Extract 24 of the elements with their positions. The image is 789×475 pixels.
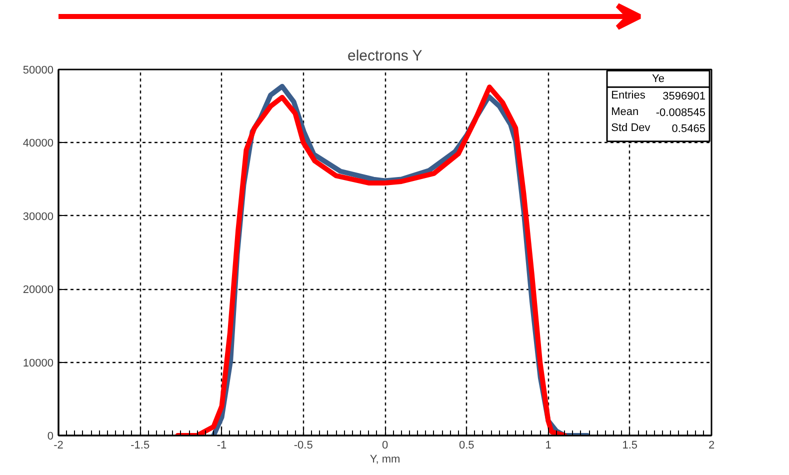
x-tick-label: 1 bbox=[545, 440, 552, 452]
annotation: Std Dev bbox=[611, 122, 651, 134]
annotation: -0.008545 bbox=[656, 106, 706, 119]
annotation: 3596901 bbox=[662, 90, 706, 102]
x-axis-title: Y, mm bbox=[370, 454, 400, 466]
chart-title: electrons Y bbox=[347, 48, 422, 64]
x-tick-label: 1.5 bbox=[622, 440, 638, 452]
annotation: Mean bbox=[611, 106, 639, 118]
x-tick-label: 2 bbox=[708, 440, 715, 452]
y-tick-label: 50000 bbox=[22, 64, 54, 76]
y-tick-label: 40000 bbox=[22, 138, 54, 150]
annotation: Entries bbox=[611, 89, 646, 102]
x-tick-label: -1 bbox=[216, 440, 227, 452]
y-tick-label: 30000 bbox=[22, 210, 54, 223]
x-tick-label: 0.5 bbox=[458, 440, 474, 452]
annotation: Ye bbox=[652, 72, 665, 85]
annotation: 0.5465 bbox=[672, 123, 706, 136]
x-tick-label: -2 bbox=[54, 440, 64, 452]
y-tick-label: 20000 bbox=[22, 284, 54, 296]
y-tick-label: 10000 bbox=[22, 357, 54, 370]
y-tick-label: 0 bbox=[47, 430, 54, 442]
x-tick-label: -0.5 bbox=[294, 440, 313, 452]
x-tick-label: -1.5 bbox=[130, 440, 150, 452]
x-tick-label: 0 bbox=[382, 440, 388, 452]
